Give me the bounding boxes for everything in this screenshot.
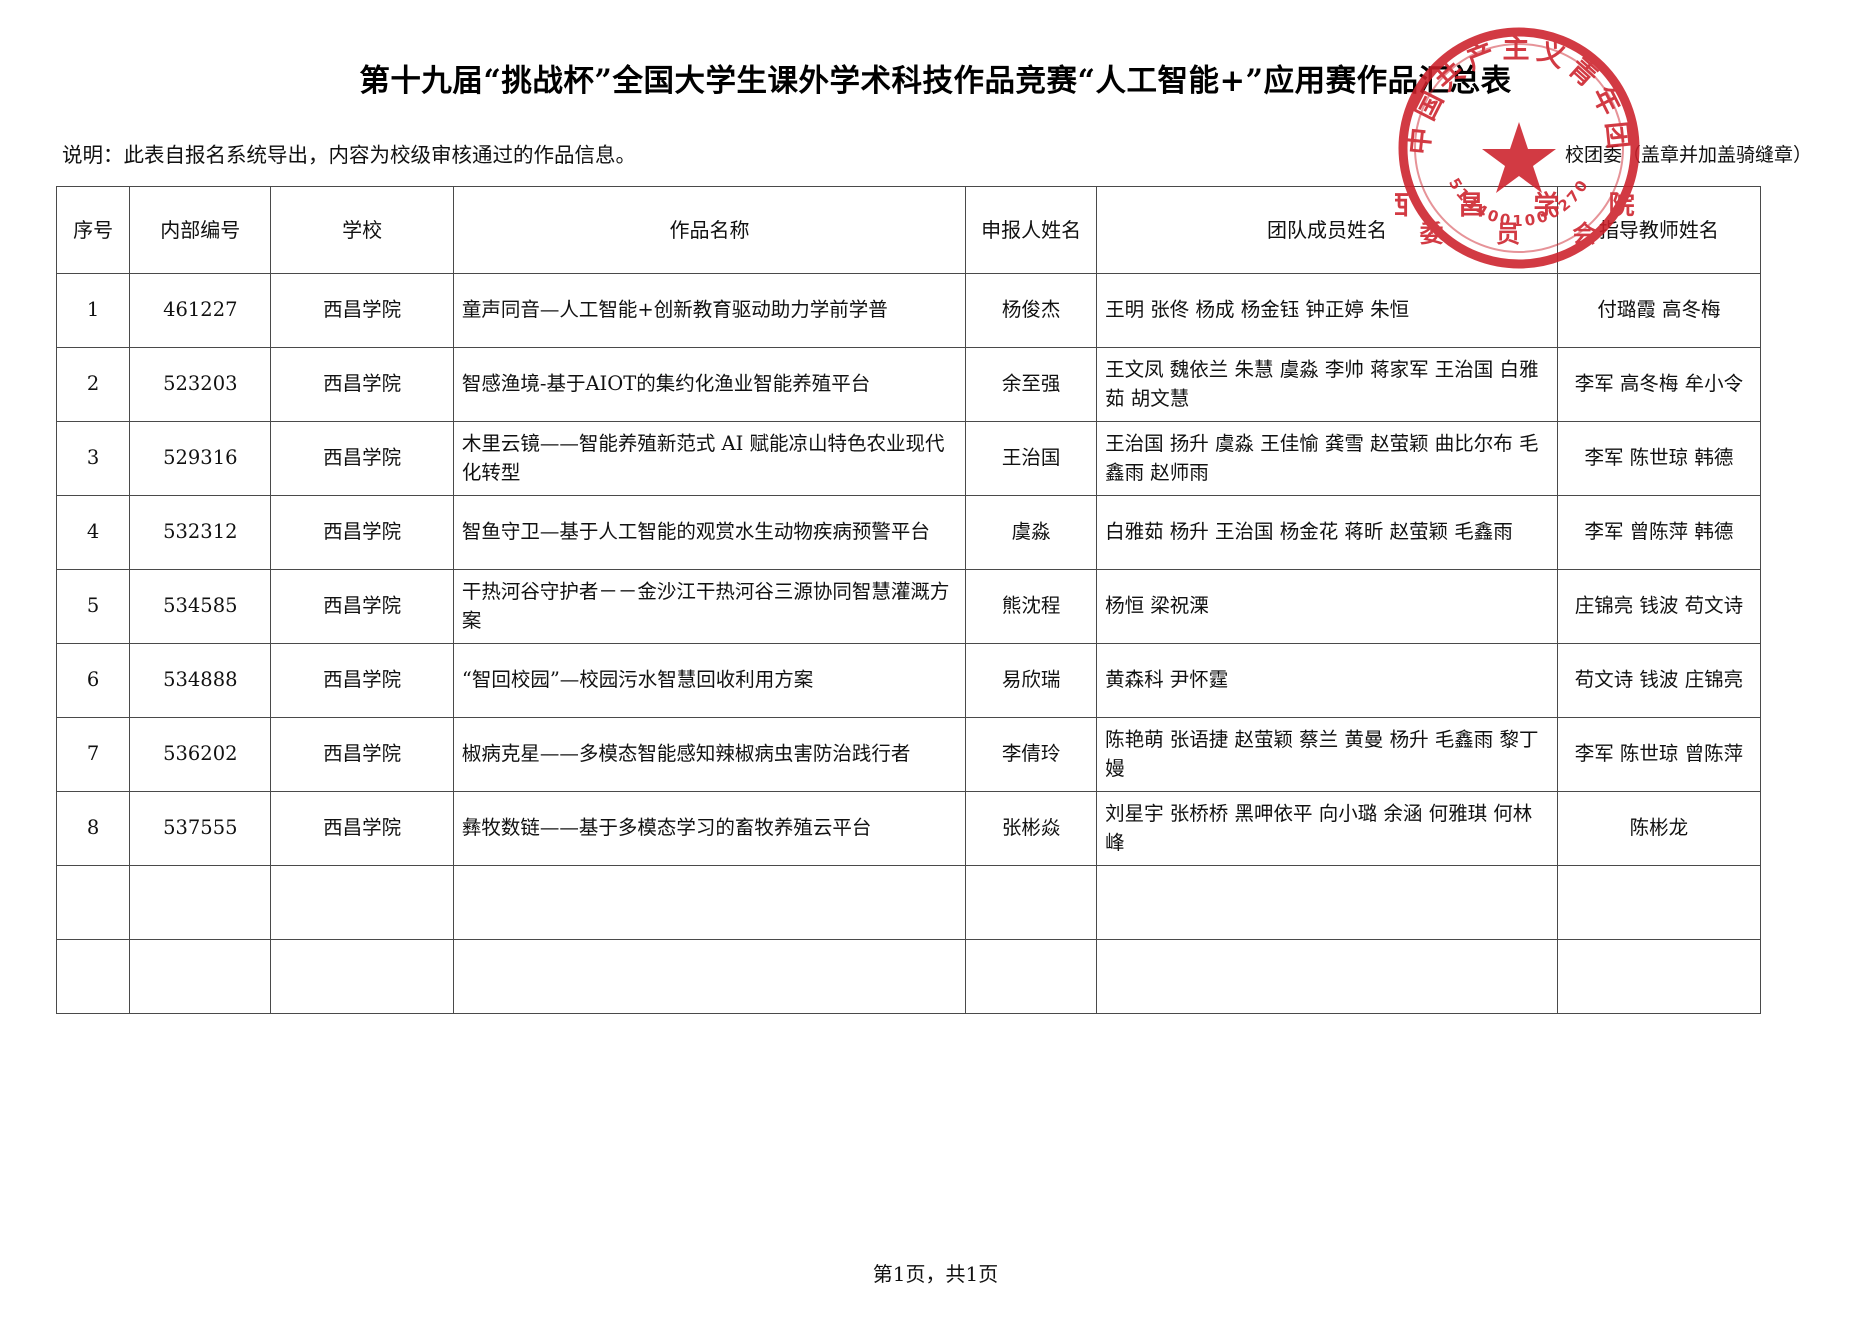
cell-code: 529316 (129, 421, 272, 496)
cell-teacher: 李军 陈世琼 曾陈萍 (1556, 717, 1762, 792)
table-row: 4 532312 西昌学院 智鱼守卫—基于人工智能的观赏水生动物疾病预警平台 虞… (55, 495, 1762, 570)
cell-leader: 易欣瑞 (965, 643, 1098, 718)
cell-title (452, 939, 967, 1014)
cell-school: 西昌学院 (270, 791, 454, 866)
cell-index: 7 (55, 717, 131, 792)
cell-team: 白雅茹 杨升 王治国 杨金花 蒋昕 赵萤颖 毛鑫雨 (1096, 495, 1558, 570)
table-body: 1 461227 西昌学院 童声同音—人工智能+创新教育驱动助力学前学普 杨俊杰… (55, 273, 1762, 1014)
cell-school: 西昌学院 (270, 569, 454, 644)
cell-title: 智鱼守卫—基于人工智能的观赏水生动物疾病预警平台 (452, 495, 967, 570)
cell-title: 木里云镜——智能养殖新范式 AI 赋能凉山特色农业现代 化转型 (452, 421, 967, 496)
col-header-index: 序号 (55, 186, 131, 274)
cell-title: 干热河谷守护者－－金沙江干热河谷三源协同智慧灌溉方案 (452, 569, 967, 644)
cell-teacher (1556, 865, 1762, 940)
table-row: 8 537555 西昌学院 彝牧数链——基于多模态学习的畜牧养殖云平台 张彬焱 … (55, 791, 1762, 866)
table-header-row: 序号 内部编号 学校 作品名称 申报人姓名 团队成员姓名 指导教师姓名 (55, 186, 1762, 274)
cell-leader (965, 865, 1098, 940)
cell-title: 椒病克星——多模态智能感知辣椒病虫害防治践行者 (452, 717, 967, 792)
cell-team: 黄森科 尹怀霆 (1096, 643, 1558, 718)
table-row: 1 461227 西昌学院 童声同音—人工智能+创新教育驱动助力学前学普 杨俊杰… (55, 273, 1762, 348)
cell-leader (965, 939, 1098, 1014)
cell-school: 西昌学院 (270, 495, 454, 570)
col-header-code: 内部编号 (129, 186, 272, 274)
cell-index (55, 865, 131, 940)
note-row: 说明：此表自报名系统导出，内容为校级审核通过的作品信息。 校团委（盖章并加盖骑缝… (62, 138, 1812, 168)
cell-team: 王明 张佟 杨成 杨金钰 钟正婷 朱恒 (1096, 273, 1558, 348)
cell-leader: 余至强 (965, 347, 1098, 422)
cell-school: 西昌学院 (270, 347, 454, 422)
cell-title: 童声同音—人工智能+创新教育驱动助力学前学普 (452, 273, 967, 348)
cell-teacher: 李军 陈世琼 韩德 (1556, 421, 1762, 496)
cell-team: 杨恒 梁祝溧 (1096, 569, 1558, 644)
cell-title: “智回校园”—校园污水智慧回收利用方案 (452, 643, 967, 718)
cell-teacher: 李军 曾陈萍 韩德 (1556, 495, 1762, 570)
col-header-school: 学校 (270, 186, 454, 274)
page-footer: 第1页，共1页 (872, 1262, 999, 1286)
cell-code: 537555 (129, 791, 272, 866)
cell-leader: 张彬焱 (965, 791, 1098, 866)
cell-school: 西昌学院 (270, 421, 454, 496)
table-row: 3 529316 西昌学院 木里云镜——智能养殖新范式 AI 赋能凉山特色农业现… (55, 421, 1762, 496)
table-row: 2 523203 西昌学院 智感渔境-基于AIOT的集约化渔业智能养殖平台 余至… (55, 347, 1762, 422)
col-header-team: 团队成员姓名 (1096, 186, 1558, 274)
cell-leader: 熊沈程 (965, 569, 1098, 644)
col-header-title: 作品名称 (452, 186, 967, 274)
cell-team: 陈艳萌 张语捷 赵萤颖 蔡兰 黄曼 杨升 毛鑫雨 黎丁嫚 (1096, 717, 1558, 792)
cell-code: 536202 (129, 717, 272, 792)
table-row: 5 534585 西昌学院 干热河谷守护者－－金沙江干热河谷三源协同智慧灌溉方案… (55, 569, 1762, 644)
cell-school (270, 865, 454, 940)
cell-index: 3 (55, 421, 131, 496)
cell-leader: 虞淼 (965, 495, 1098, 570)
cell-leader: 李倩玲 (965, 717, 1098, 792)
export-note: 说明：此表自报名系统导出，内容为校级审核通过的作品信息。 (62, 143, 636, 167)
cell-school: 西昌学院 (270, 643, 454, 718)
page-title: 第十九届“挑战杯”全国大学生课外学术科技作品竞赛“人工智能+”应用赛作品汇总表 (359, 63, 1512, 99)
cell-code: 534585 (129, 569, 272, 644)
cell-code: 461227 (129, 273, 272, 348)
cell-code: 523203 (129, 347, 272, 422)
cell-index: 5 (55, 569, 131, 644)
cell-teacher: 付璐霞 高冬梅 (1556, 273, 1762, 348)
cell-teacher: 陈彬龙 (1556, 791, 1762, 866)
table-row (55, 939, 1762, 1014)
table-row (55, 865, 1762, 940)
table-row: 6 534888 西昌学院 “智回校园”—校园污水智慧回收利用方案 易欣瑞 黄森… (55, 643, 1762, 718)
cell-team (1096, 865, 1558, 940)
cell-title: 智感渔境-基于AIOT的集约化渔业智能养殖平台 (452, 347, 967, 422)
cell-index: 4 (55, 495, 131, 570)
cell-index (55, 939, 131, 1014)
cell-index: 8 (55, 791, 131, 866)
col-header-teacher: 指导教师姓名 (1556, 186, 1762, 274)
cell-title (452, 865, 967, 940)
cell-code (129, 865, 272, 940)
table-row: 7 536202 西昌学院 椒病克星——多模态智能感知辣椒病虫害防治践行者 李倩… (55, 717, 1762, 792)
cell-teacher: 苟文诗 钱波 庄锦亮 (1556, 643, 1762, 718)
cell-index: 2 (55, 347, 131, 422)
cell-team (1096, 939, 1558, 1014)
table-header: 序号 内部编号 学校 作品名称 申报人姓名 团队成员姓名 指导教师姓名 (55, 186, 1762, 274)
col-header-leader: 申报人姓名 (965, 186, 1098, 274)
stamp-caption: 校团委（盖章并加盖骑缝章） (1564, 144, 1812, 166)
cell-title: 彝牧数链——基于多模态学习的畜牧养殖云平台 (452, 791, 967, 866)
cell-leader: 王治国 (965, 421, 1098, 496)
cell-index: 1 (55, 273, 131, 348)
cell-team: 王治国 扬升 虞淼 王佳愉 龚雪 赵萤颖 曲比尔布 毛鑫雨 赵师雨 (1096, 421, 1558, 496)
cell-team: 王文凤 魏依兰 朱慧 虞淼 李帅 蒋家军 王治国 白雅茹 胡文慧 (1096, 347, 1558, 422)
cell-school (270, 939, 454, 1014)
cell-school: 西昌学院 (270, 273, 454, 348)
cell-code: 532312 (129, 495, 272, 570)
cell-index: 6 (55, 643, 131, 718)
cell-code (129, 939, 272, 1014)
cell-school: 西昌学院 (270, 717, 454, 792)
cell-teacher: 李军 高冬梅 牟小令 (1556, 347, 1762, 422)
cell-teacher: 庄锦亮 钱波 苟文诗 (1556, 569, 1762, 644)
cell-leader: 杨俊杰 (965, 273, 1098, 348)
summary-table-wrapper: 序号 内部编号 学校 作品名称 申报人姓名 团队成员姓名 指导教师姓名 1 46… (55, 186, 1762, 1014)
cell-teacher (1556, 939, 1762, 1014)
works-summary-table: 序号 内部编号 学校 作品名称 申报人姓名 团队成员姓名 指导教师姓名 1 46… (55, 186, 1762, 1014)
cell-team: 刘星宇 张桥桥 黑呷依平 向小璐 余涵 何雅琪 何林峰 (1096, 791, 1558, 866)
cell-code: 534888 (129, 643, 272, 718)
